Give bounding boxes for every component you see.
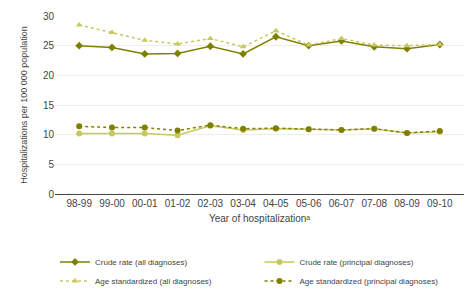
svg-text:20: 20 bbox=[43, 70, 55, 81]
svg-text:Crude rate (all diagnoses): Crude rate (all diagnoses) bbox=[95, 258, 187, 267]
svg-text:00-01: 00-01 bbox=[132, 198, 158, 209]
svg-text:09-10: 09-10 bbox=[427, 198, 453, 209]
svg-text:06-07: 06-07 bbox=[329, 198, 355, 209]
svg-text:0: 0 bbox=[48, 189, 54, 200]
svg-text:Hospitalizations per 100 000 p: Hospitalizations per 100 000 population bbox=[19, 26, 29, 184]
svg-text:98-99: 98-99 bbox=[66, 198, 92, 209]
svg-text:Crude rate (principal diagnose: Crude rate (principal diagnoses) bbox=[300, 258, 414, 267]
svg-text:Year of hospitalizationᵃ: Year of hospitalizationᵃ bbox=[209, 213, 310, 224]
svg-text:02-03: 02-03 bbox=[198, 198, 224, 209]
svg-text:5: 5 bbox=[48, 159, 54, 170]
svg-text:10: 10 bbox=[43, 129, 55, 140]
svg-text:08-09: 08-09 bbox=[394, 198, 420, 209]
svg-text:99-00: 99-00 bbox=[99, 198, 125, 209]
svg-text:15: 15 bbox=[43, 100, 55, 111]
svg-text:03-04: 03-04 bbox=[230, 198, 256, 209]
svg-text:30: 30 bbox=[43, 11, 55, 22]
svg-text:25: 25 bbox=[43, 40, 55, 51]
svg-text:07-08: 07-08 bbox=[361, 198, 387, 209]
svg-text:04-05: 04-05 bbox=[263, 198, 289, 209]
svg-text:05-06: 05-06 bbox=[296, 198, 322, 209]
svg-text:01-02: 01-02 bbox=[165, 198, 191, 209]
svg-text:Age standardized (principal di: Age standardized (principal diagnoses) bbox=[300, 277, 439, 286]
svg-text:Age standardized (all diagnose: Age standardized (all diagnoses) bbox=[95, 277, 212, 286]
